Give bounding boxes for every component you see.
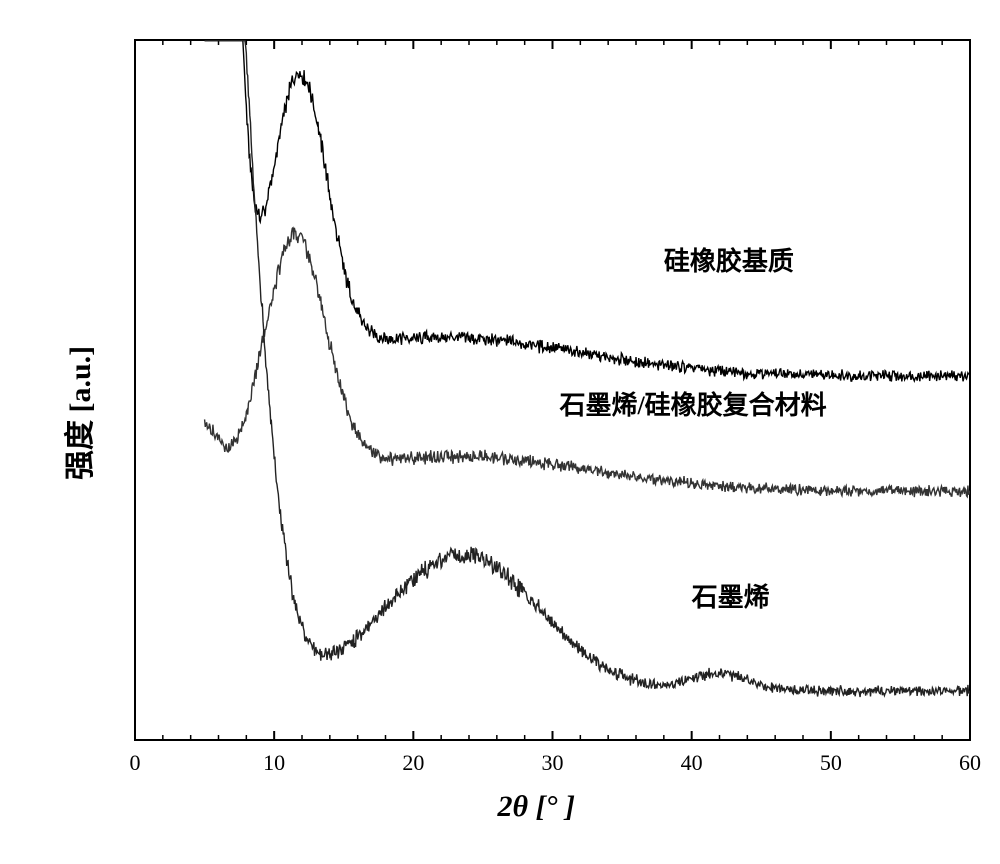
x-tick-label: 50 xyxy=(811,750,851,776)
x-axis-label: 2θ [° ] xyxy=(498,790,576,824)
series-graphene-silicone-composite xyxy=(205,228,970,497)
chart-svg xyxy=(0,0,1000,864)
x-tick-label: 30 xyxy=(533,750,573,776)
series-label-graphene-silicone-composite: 石墨烯/硅橡胶复合材料 xyxy=(559,385,826,422)
x-tick-label: 10 xyxy=(254,750,294,776)
x-tick-label: 0 xyxy=(115,750,155,776)
x-tick-label: 20 xyxy=(393,750,433,776)
series-label-silicone-rubber-matrix: 硅橡胶基质 xyxy=(664,241,794,278)
x-tick-label: 60 xyxy=(950,750,990,776)
series-label-graphene: 石墨烯 xyxy=(692,577,770,614)
series-graphene xyxy=(205,41,970,697)
xrd-chart: 强度 [a.u.] 2θ [° ] 0 10 20 30 40 50 60 硅橡胶基质石墨烯/… xyxy=(0,0,1000,864)
series-silicone-rubber-matrix xyxy=(205,41,970,382)
x-tick-label: 40 xyxy=(672,750,712,776)
y-axis-label: 强度 [a.u.] xyxy=(55,346,99,480)
